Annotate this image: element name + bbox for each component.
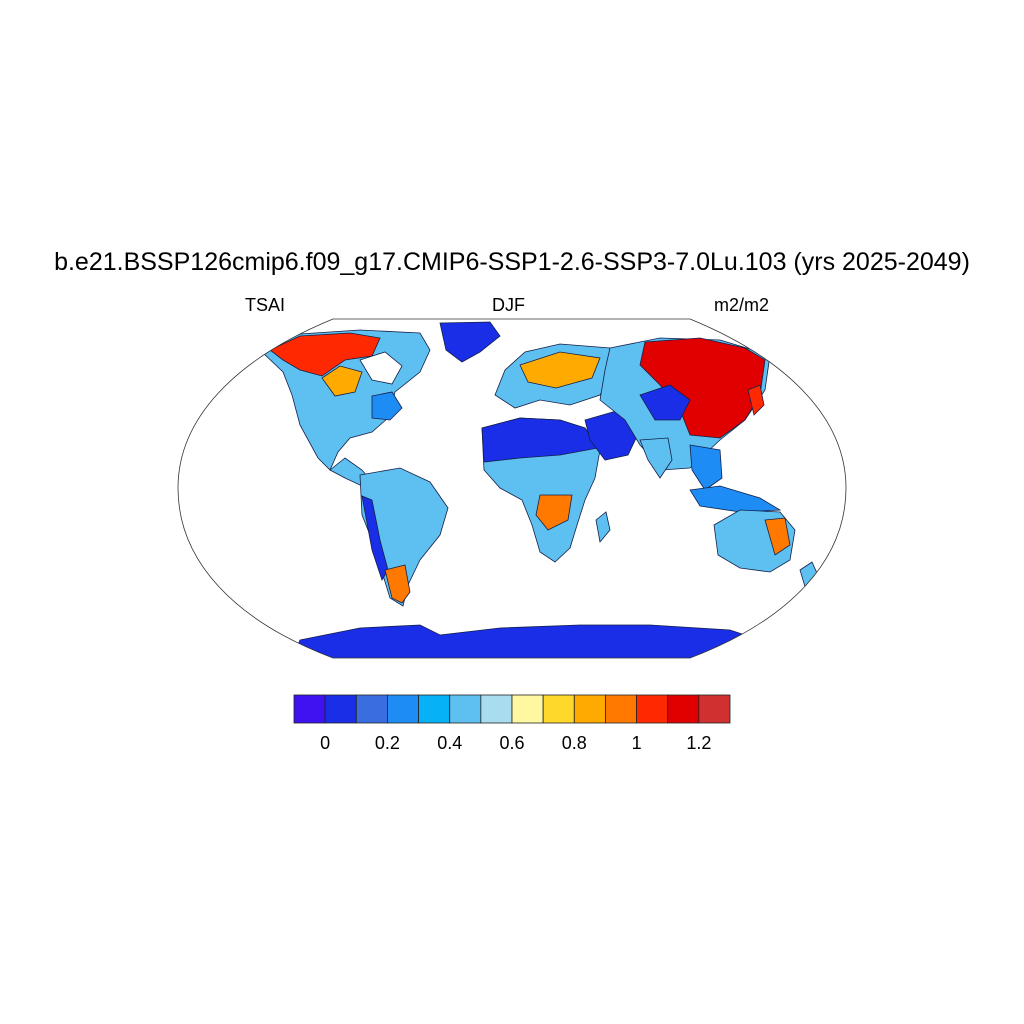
- madagascar: [595, 511, 611, 543]
- colorbar-swatch: [355, 694, 388, 724]
- units-label: m2/m2: [714, 295, 770, 315]
- siberia-high: [639, 337, 766, 439]
- variable-label: TSAI: [245, 295, 286, 315]
- central-africa: [535, 494, 573, 531]
- season-label: DJF: [492, 295, 525, 315]
- australia-east: [764, 517, 791, 556]
- colorbar-swatch: [605, 694, 637, 724]
- colorbar-swatch: [324, 694, 357, 724]
- colorbar-swatch: [542, 694, 575, 724]
- plot-title: b.e21.BSSP126cmip6.f09_g17.CMIP6-SSP1-2.…: [54, 248, 970, 276]
- colorbar-tick-label: 0.6: [499, 733, 524, 753]
- colorbar-swatch: [449, 694, 482, 724]
- colorbar-swatch: [573, 694, 606, 724]
- colorbar-swatch: [293, 694, 326, 724]
- india: [639, 437, 673, 479]
- europe-high: [519, 351, 601, 389]
- map-outline: [177, 318, 847, 659]
- colorbar-swatch: [667, 694, 700, 724]
- colorbar-swatch: [698, 694, 731, 724]
- colorbar-tick-label: 1.2: [686, 733, 711, 753]
- colorbar-tick-label: 0.8: [562, 733, 587, 753]
- canada-high-region-2: [321, 365, 363, 397]
- colorbar-swatch: [636, 694, 669, 724]
- colorbar-swatch: [480, 694, 513, 724]
- hudson-bay: [359, 351, 403, 385]
- tibet-plateau: [639, 384, 691, 421]
- japan: [747, 384, 765, 416]
- colorbar-swatch: [511, 694, 544, 724]
- east-us: [371, 391, 403, 421]
- antarctica: [289, 624, 761, 658]
- canada-high-region: [269, 332, 381, 377]
- greenland: [439, 321, 501, 363]
- colorbar-tick-label: 0.4: [437, 733, 462, 753]
- colorbar-swatch: [387, 694, 419, 724]
- patagonia: [384, 564, 411, 604]
- colorbar-tick-label: 1: [632, 733, 642, 753]
- colorbar-swatch: [418, 694, 451, 724]
- colorbar-tick-label: 0.2: [375, 733, 400, 753]
- indonesia: [689, 485, 782, 513]
- se-asia: [689, 444, 723, 491]
- colorbar-tick-label: 0: [320, 733, 330, 753]
